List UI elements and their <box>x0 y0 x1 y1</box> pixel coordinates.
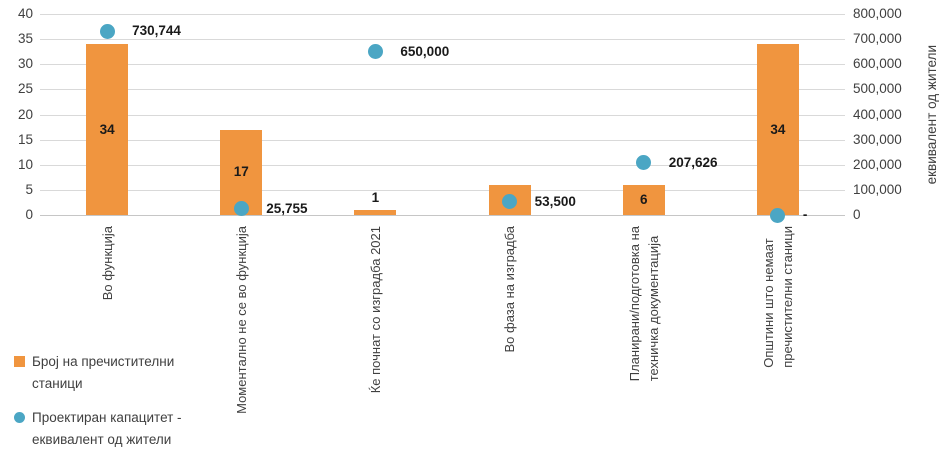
left-y-tick-label: 0 <box>25 207 33 222</box>
legend-square-marker-icon <box>14 356 25 367</box>
point-value-label: 207,626 <box>668 154 718 170</box>
left-y-tick-label: 40 <box>17 6 33 21</box>
bar <box>86 44 129 215</box>
left-y-tick-label: 20 <box>17 106 33 122</box>
x-axis-label: Планирани/подготовка на техничка докумен… <box>626 226 661 382</box>
right-y-axis-title: еквивалент од жители <box>924 14 939 215</box>
x-axis-label: Ќе почнат со изградба 2021 <box>367 226 383 394</box>
x-axis-label: Во фаза на изградба <box>502 226 518 353</box>
chart-legend: Број на пречистителни станици Проектиран … <box>14 351 182 450</box>
data-point <box>233 201 249 217</box>
legend-item: Број на пречистителни станици <box>14 351 182 394</box>
gridline <box>40 64 845 66</box>
right-y-tick-label: 400,000 <box>853 106 902 122</box>
right-y-tick-label: 100,000 <box>853 181 902 197</box>
right-y-tick-label: 500,000 <box>853 81 902 97</box>
right-y-tick-label: 300,000 <box>853 131 902 147</box>
left-y-tick-label: 10 <box>17 156 33 172</box>
x-axis-label: Општини што немаат пречистителни станици <box>760 226 795 368</box>
legend-circle-marker-icon <box>14 412 25 424</box>
bar-value-label: 6 <box>639 191 648 207</box>
data-point <box>636 155 652 171</box>
legend-item: Проектиран капацитет - еквивалент од жит… <box>14 407 182 450</box>
bar <box>756 44 799 215</box>
gridline <box>40 189 845 191</box>
x-axis-label: Моментално не се во функција <box>233 226 249 414</box>
data-point <box>770 207 786 223</box>
right-y-tick-label: 600,000 <box>853 56 902 72</box>
left-y-tick-label: 30 <box>17 56 33 72</box>
data-point <box>99 23 115 39</box>
gridline <box>40 14 845 15</box>
point-value-label: 53,500 <box>534 193 576 209</box>
point-value-label: 730,744 <box>132 23 181 39</box>
gridline <box>40 215 845 216</box>
gridline <box>40 164 845 166</box>
data-point <box>367 44 383 60</box>
bar-value-label: 1 <box>371 189 380 205</box>
data-point <box>502 194 518 210</box>
right-y-tick-label: 700,000 <box>853 31 902 47</box>
gridline <box>40 114 845 116</box>
point-value-label: 650,000 <box>400 43 450 59</box>
bar <box>622 184 665 215</box>
legend-label: Број на пречистителни станици <box>32 354 175 391</box>
left-y-tick-label: 5 <box>25 181 33 197</box>
bar-value-label: 34 <box>770 121 786 137</box>
point-value-label: 25,755 <box>266 200 308 216</box>
right-y-axis-title-text: еквивалент од жители <box>924 44 939 185</box>
bar-value-label: 34 <box>99 121 115 137</box>
right-y-tick-label: 800,000 <box>853 6 902 21</box>
left-y-tick-label: 25 <box>17 81 33 97</box>
legend-label: Проектиран капацитет - еквивалент од жит… <box>32 410 182 447</box>
right-y-tick-label: 200,000 <box>853 156 902 172</box>
bar <box>354 209 397 215</box>
point-value-label: - <box>802 207 808 222</box>
gridline <box>40 139 845 141</box>
right-y-tick-label: 0 <box>853 207 861 222</box>
gridline <box>40 89 845 91</box>
bar <box>220 129 263 215</box>
left-y-tick-label: 15 <box>17 131 33 147</box>
bar-value-label: 17 <box>233 164 249 180</box>
gridline <box>40 39 845 41</box>
left-y-tick-label: 35 <box>17 31 33 47</box>
x-axis-label: Во функција <box>99 226 115 301</box>
